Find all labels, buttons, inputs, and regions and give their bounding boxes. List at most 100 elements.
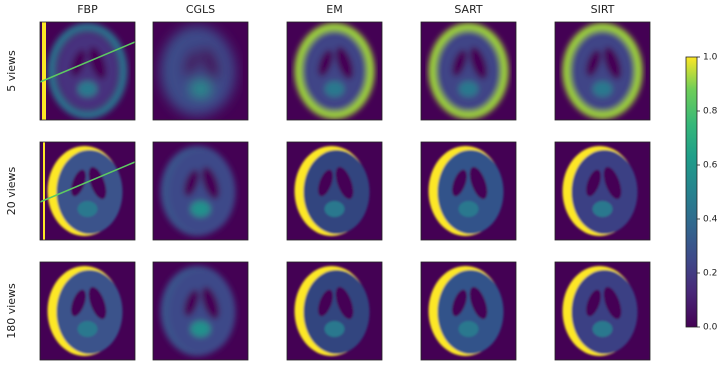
head [56,32,119,110]
ventricle [318,169,333,197]
ventricle [452,49,467,77]
image-frame [286,141,383,241]
ventricle [586,49,601,77]
image-frame [420,261,517,361]
phantom [428,266,504,356]
ventricle [452,289,467,317]
phantom [562,146,638,236]
reconstruction-image [152,261,249,361]
outer-ring [562,23,643,119]
column-title: SART [454,3,483,16]
ventricle [586,169,601,197]
reconstruction-image [152,21,249,121]
image-frame [39,261,136,361]
blob [77,321,98,337]
ventricle [586,289,601,317]
head [571,32,634,110]
ventricle [71,169,86,197]
blob [324,81,345,97]
blob [458,81,479,97]
image-content [40,142,135,240]
image-content [421,142,516,240]
head [169,30,236,114]
column-title: SIRT [591,3,615,16]
reconstruction-image [420,261,517,361]
image-content [153,22,248,120]
colorbar-tick-label: 0.2 [703,269,717,279]
phantom [160,146,236,236]
blob [190,321,211,337]
head [437,150,504,234]
ventricle [88,46,107,80]
head [303,270,370,354]
head [169,150,236,234]
blob [77,201,98,217]
head [437,270,504,354]
reconstruction-image [39,21,136,121]
panels [39,21,651,361]
colorbar-tick-label: 0.6 [703,161,718,171]
reconstruction-image [39,141,136,241]
phantom [160,26,236,116]
ventricle [335,286,354,320]
ventricle [603,166,622,200]
image-content [421,22,516,120]
colorbar-tick-label: 0.4 [703,215,718,225]
image-frame [286,21,383,121]
image-content [153,262,248,360]
image-content [287,142,382,240]
phantom [47,23,128,119]
ventricle [201,46,220,80]
phantom [47,266,123,356]
image-content [287,22,382,120]
blob [592,81,613,97]
image-frame [39,21,136,121]
blob [190,81,211,97]
colorbar [685,56,698,328]
ventricle [335,46,354,80]
reconstruction-image [554,21,651,121]
column-title: EM [326,3,342,16]
row-label: 5 views [5,50,18,92]
phantom [428,146,504,236]
head [571,270,638,354]
ventricle [469,46,488,80]
ventricle [184,49,199,77]
blob [190,201,211,217]
blob [77,81,98,97]
blob [458,321,479,337]
image-content [40,22,135,120]
image-frame [152,261,249,361]
head [437,32,500,110]
image-frame [554,261,651,361]
reconstruction-image [420,21,517,121]
phantom [294,146,370,236]
image-frame [39,141,136,241]
colorbar-tick-label: 1.0 [703,53,718,63]
blob [458,201,479,217]
head [169,270,236,354]
outer-ring [428,23,509,119]
streak [40,161,135,203]
ventricle [184,169,199,197]
ventricle [335,166,354,200]
blob [592,201,613,217]
outer-ring [294,23,375,119]
phantom [562,23,643,119]
image-content [421,262,516,360]
ventricle [88,286,107,320]
head [303,32,366,110]
ventricle [603,286,622,320]
image-frame [152,141,249,241]
image-content [287,262,382,360]
ventricle [452,169,467,197]
column-title: FBP [77,3,98,16]
ventricle [184,289,199,317]
ventricle [603,46,622,80]
phantom [294,23,375,119]
reconstruction-image [286,141,383,241]
phantom [160,266,236,356]
reconstruction-image [152,141,249,241]
image-content [153,142,248,240]
